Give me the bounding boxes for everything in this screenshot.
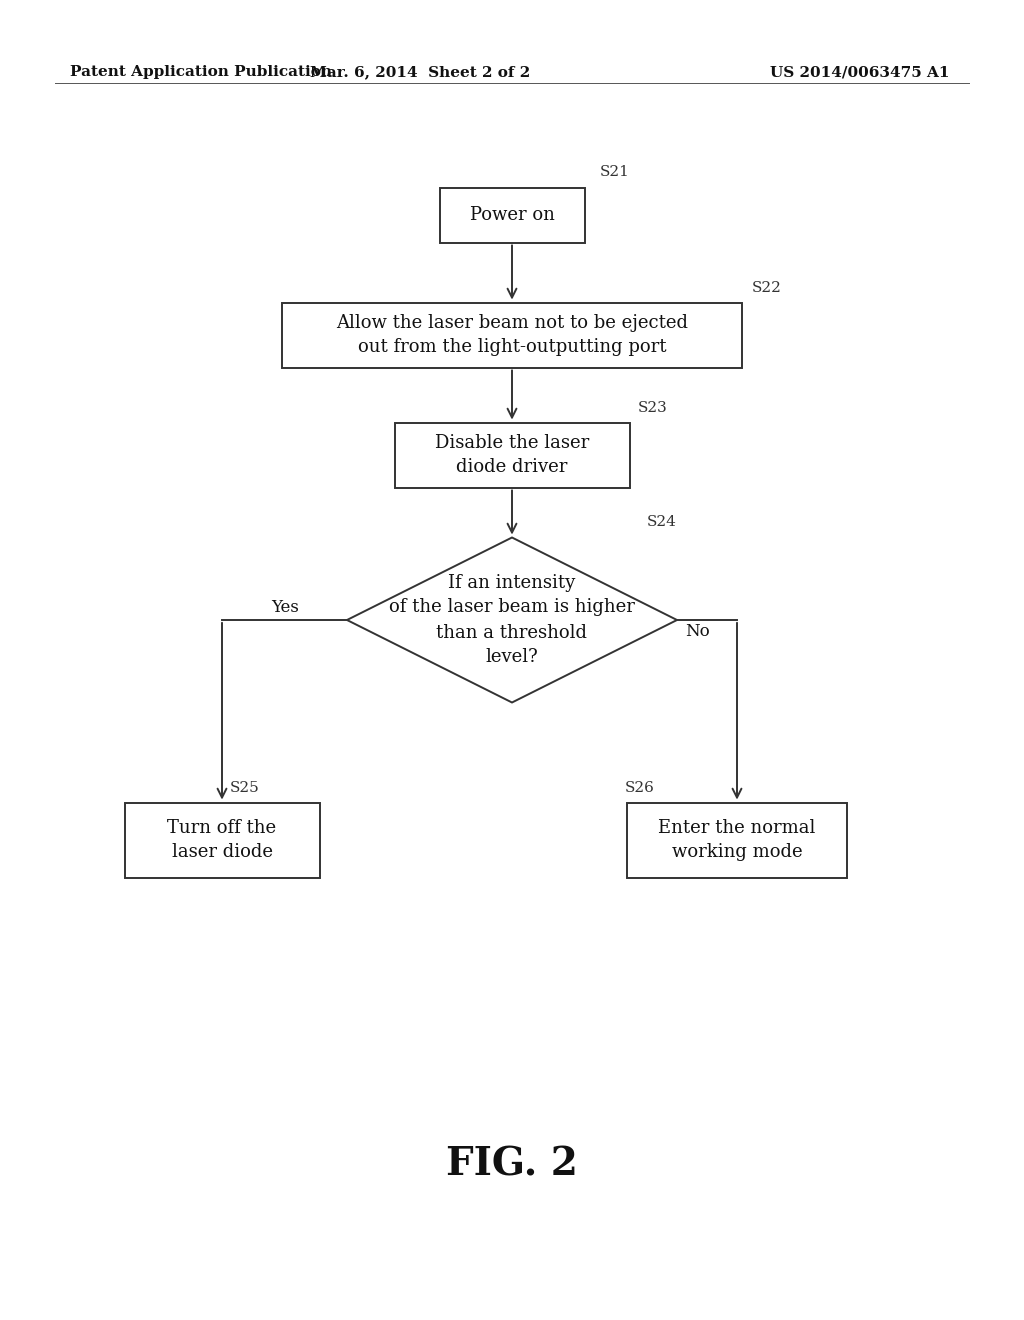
Text: Power on: Power on	[470, 206, 554, 224]
Text: Disable the laser
diode driver: Disable the laser diode driver	[435, 434, 589, 475]
Bar	[439, 187, 585, 243]
Text: Turn off the
laser diode: Turn off the laser diode	[168, 820, 276, 861]
Bar	[394, 422, 630, 487]
Bar	[282, 302, 742, 367]
Polygon shape	[347, 537, 677, 702]
Text: US 2014/0063475 A1: US 2014/0063475 A1	[770, 65, 950, 79]
Bar	[627, 803, 847, 878]
Text: S23: S23	[638, 400, 668, 414]
Text: S26: S26	[625, 780, 655, 795]
Bar	[125, 803, 319, 878]
Text: FIG. 2: FIG. 2	[446, 1146, 578, 1184]
Text: If an intensity
of the laser beam is higher
than a threshold
level?: If an intensity of the laser beam is hig…	[389, 573, 635, 667]
Text: S24: S24	[647, 516, 677, 529]
Text: Allow the laser beam not to be ejected
out from the light-outputting port: Allow the laser beam not to be ejected o…	[336, 314, 688, 356]
Text: Yes: Yes	[271, 599, 299, 616]
Text: No: No	[685, 623, 710, 640]
Text: S25: S25	[230, 780, 260, 795]
Text: Enter the normal
working mode: Enter the normal working mode	[658, 820, 816, 861]
Text: Patent Application Publication: Patent Application Publication	[70, 65, 332, 79]
Text: S22: S22	[752, 281, 782, 294]
Text: Mar. 6, 2014  Sheet 2 of 2: Mar. 6, 2014 Sheet 2 of 2	[310, 65, 530, 79]
Text: S21: S21	[599, 165, 630, 180]
